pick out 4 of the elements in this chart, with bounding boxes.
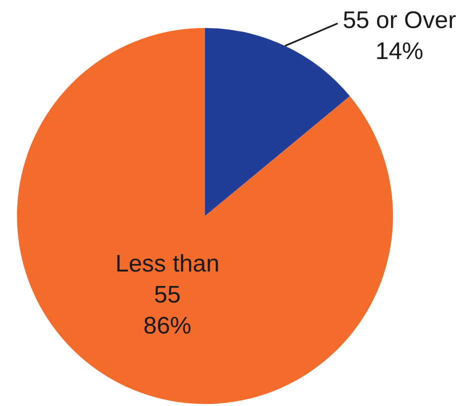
slice-label: 55 or Over [342, 6, 456, 34]
slice-label: Less than 55 [115, 250, 220, 309]
data-label: 86% [143, 312, 192, 340]
data-label: 14% [375, 38, 424, 65]
